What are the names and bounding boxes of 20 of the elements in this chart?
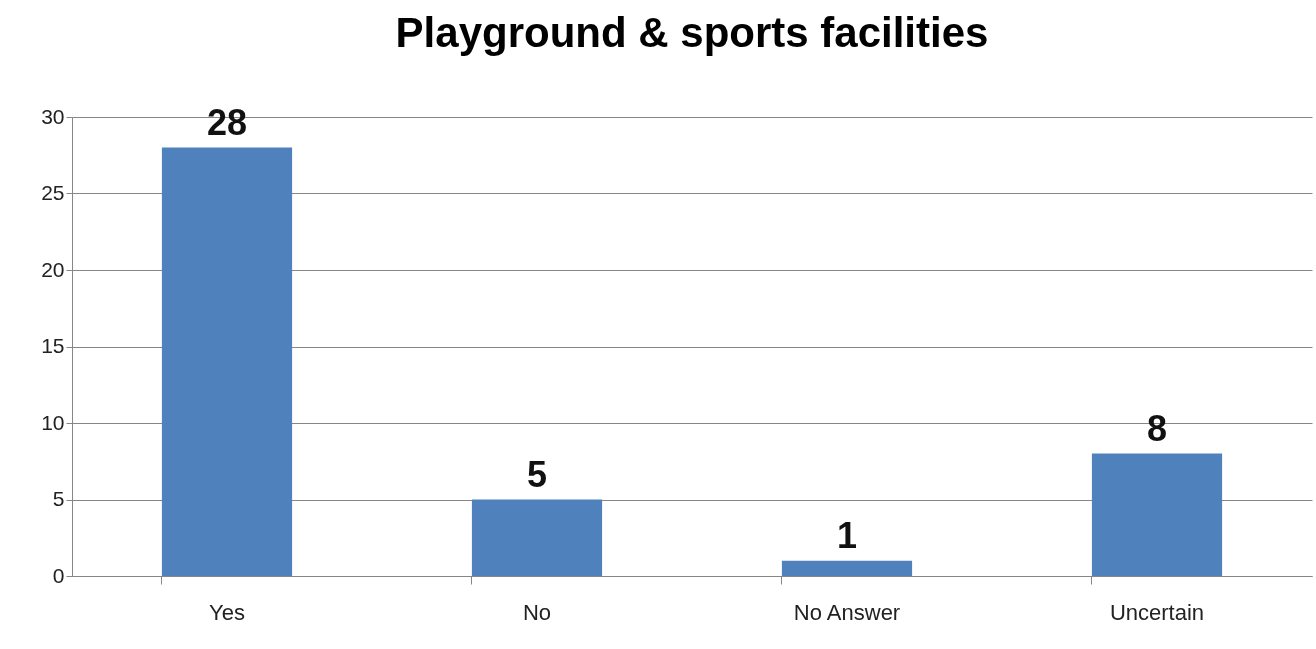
x-tick-label: Yes (209, 599, 245, 625)
bar (781, 560, 913, 576)
x-tick-label: No Answer (793, 599, 901, 625)
bar (161, 147, 293, 576)
y-tick-label: 30 (41, 104, 65, 128)
bar (471, 499, 603, 576)
x-tick-label: No (522, 599, 552, 625)
y-tick-label: 15 (41, 334, 65, 357)
chart-title: Playground & sports facilities (395, 8, 989, 56)
data-label: 5 (526, 453, 548, 495)
data-label: 28 (206, 101, 248, 143)
bar (1091, 453, 1223, 576)
data-label: 8 (1146, 407, 1168, 449)
x-tick-label: Uncertain (1109, 599, 1205, 625)
y-tick-label: 25 (41, 181, 65, 204)
y-tick-label: 5 (52, 487, 65, 510)
y-tick-label: 0 (52, 563, 65, 587)
data-label: 1 (836, 514, 858, 556)
y-tick-label: 10 (41, 410, 65, 434)
y-tick-label: 20 (41, 257, 65, 281)
